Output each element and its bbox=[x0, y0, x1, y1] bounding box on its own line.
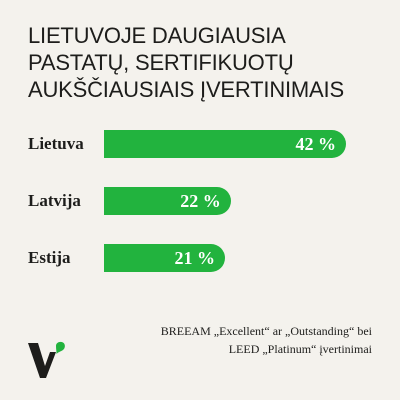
category-label: Latvija bbox=[28, 191, 81, 210]
data-label: 42 % bbox=[295, 134, 337, 154]
title-line-2: PASTATŲ, SERTIFIKUOTŲ bbox=[28, 50, 294, 75]
category-label: Lietuva bbox=[28, 134, 84, 153]
brand-v-logo-icon bbox=[28, 341, 65, 378]
bar: 21 % bbox=[104, 244, 225, 272]
bar-chart: Lietuva 42 % Latvija 22 % Estija 21 % bbox=[0, 130, 400, 300]
category-label: Estija bbox=[28, 248, 71, 267]
chart-title: LIETUVOJE DAUGIAUSIA PASTATŲ, SERTIFIKUO… bbox=[28, 22, 378, 103]
bar: 42 % bbox=[104, 130, 346, 158]
data-label: 22 % bbox=[180, 191, 221, 211]
footnote: BREEAM „Excellent“ ar „Outstanding“ bei … bbox=[161, 322, 372, 358]
footnote-line-1: BREEAM „Excellent“ ar „Outstanding“ bei bbox=[160, 324, 372, 338]
data-label: 21 % bbox=[174, 248, 216, 268]
footnote-line-2: LEED „Platinum“ įvertinimai bbox=[228, 342, 372, 356]
title-line-1: LIETUVOJE DAUGIAUSIA bbox=[28, 23, 286, 48]
bar: 22 % bbox=[104, 187, 231, 215]
title-line-3: AUKŠČIAUSIAIS ĮVERTINIMAIS bbox=[28, 77, 344, 102]
